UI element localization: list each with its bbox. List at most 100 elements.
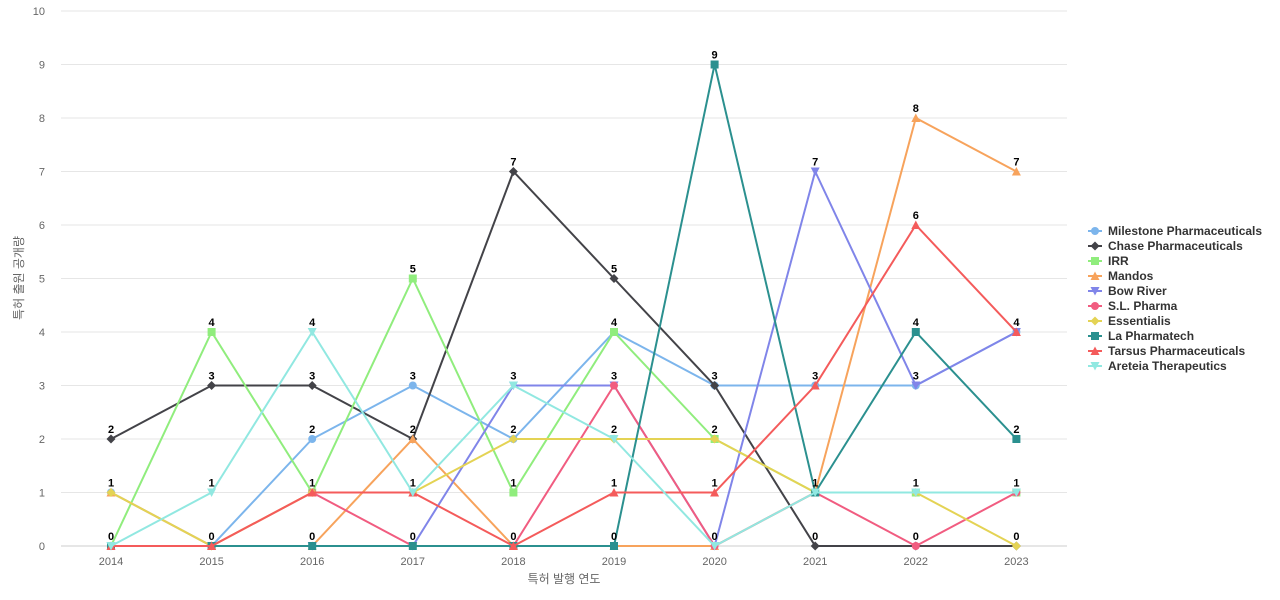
data-point-s-l-pharma[interactable] <box>911 542 920 550</box>
data-point-mandos[interactable] <box>1011 167 1021 176</box>
legend-label: Mandos <box>1108 269 1154 283</box>
series-line-areteia-therapeutics[interactable] <box>110 330 1017 548</box>
data-point-chase-pharmaceuticals[interactable] <box>810 541 820 551</box>
data-point-chase-pharmaceuticals[interactable] <box>207 381 217 390</box>
legend-item-mandos[interactable]: Mandos <box>1088 269 1154 283</box>
data-label: 1 <box>209 478 215 490</box>
data-label: 4 <box>913 317 920 329</box>
data-label: 1 <box>108 478 114 490</box>
legend-marker[interactable] <box>1091 227 1099 235</box>
data-point-mandos[interactable] <box>911 113 921 123</box>
x-tick-label: 2014 <box>99 556 123 568</box>
legend-marker[interactable] <box>1091 332 1099 340</box>
y-tick-label: 0 <box>39 541 45 553</box>
data-point-s-l-pharma[interactable] <box>610 381 618 390</box>
data-label: 3 <box>913 371 919 383</box>
data-point-mandos[interactable] <box>408 434 418 444</box>
y-tick-label: 3 <box>39 381 45 393</box>
legend-item-la-pharmatech[interactable]: La Pharmatech <box>1088 329 1194 343</box>
data-label: 3 <box>712 371 718 383</box>
data-point-tarsus-pharmaceuticals[interactable] <box>1011 327 1021 337</box>
data-point-la-pharmatech[interactable] <box>610 542 618 550</box>
legend-item-essentialis[interactable]: Essentialis <box>1088 314 1171 328</box>
data-point-areteia-therapeutics[interactable] <box>911 488 921 498</box>
data-point-tarsus-pharmaceuticals[interactable] <box>911 220 921 230</box>
legend-marker[interactable] <box>1091 302 1099 310</box>
data-point-la-pharmatech[interactable] <box>1012 435 1021 443</box>
series-line-tarsus-pharmaceuticals[interactable] <box>111 223 1018 548</box>
legend-marker[interactable] <box>1090 271 1100 281</box>
legend-marker[interactable] <box>1090 287 1100 296</box>
data-point-essentialis[interactable] <box>710 434 720 444</box>
legend-label: Chase Pharmaceuticals <box>1108 239 1243 253</box>
data-point-irr[interactable] <box>509 488 518 497</box>
data-point-milestone-pharmaceuticals[interactable] <box>308 435 317 443</box>
legend-item-bow-river[interactable]: Bow River <box>1088 284 1167 298</box>
series-line-la-pharmatech[interactable] <box>111 64 1018 547</box>
data-point-irr[interactable] <box>408 274 417 283</box>
data-point-chase-pharmaceuticals[interactable] <box>609 274 619 283</box>
data-point-irr[interactable] <box>207 328 216 336</box>
data-label: 2 <box>611 424 617 436</box>
data-point-irr[interactable] <box>610 328 618 336</box>
data-point-milestone-pharmaceuticals[interactable] <box>408 381 417 390</box>
data-label: 4 <box>309 317 316 329</box>
data-point-areteia-therapeutics[interactable] <box>408 488 418 498</box>
data-label: 7 <box>510 157 516 169</box>
data-point-la-pharmatech[interactable] <box>911 328 920 336</box>
x-tick-label: 2017 <box>401 556 425 568</box>
data-label: 0 <box>510 531 516 543</box>
data-point-areteia-therapeutics[interactable] <box>207 488 217 498</box>
legend-marker[interactable] <box>1090 316 1100 326</box>
data-point-areteia-therapeutics[interactable] <box>710 542 720 551</box>
y-tick-label: 9 <box>39 60 45 72</box>
data-label: 1 <box>812 478 818 490</box>
legend-marker[interactable] <box>1090 362 1100 371</box>
series-line-s-l-pharma[interactable] <box>111 383 1017 548</box>
data-label: 2 <box>309 424 315 436</box>
legend-item-irr[interactable]: IRR <box>1088 254 1129 268</box>
data-label: 2 <box>108 424 114 436</box>
data-point-tarsus-pharmaceuticals[interactable] <box>609 488 619 497</box>
data-point-la-pharmatech[interactable] <box>308 542 317 550</box>
legend-item-milestone-pharmaceuticals[interactable]: Milestone Pharmaceuticals <box>1088 224 1262 238</box>
series-line-chase-pharmaceuticals[interactable] <box>110 169 1017 547</box>
data-point-tarsus-pharmaceuticals[interactable] <box>810 381 820 390</box>
data-point-areteia-therapeutics[interactable] <box>508 381 518 391</box>
data-label: 1 <box>712 478 718 490</box>
data-point-areteia-therapeutics[interactable] <box>1011 488 1021 498</box>
data-point-areteia-therapeutics[interactable] <box>106 542 116 551</box>
data-point-areteia-therapeutics[interactable] <box>810 488 820 498</box>
legend-marker[interactable] <box>1090 346 1100 356</box>
legend-item-tarsus-pharmaceuticals[interactable]: Tarsus Pharmaceuticals <box>1088 344 1246 358</box>
data-point-essentialis[interactable] <box>106 488 116 497</box>
data-point-la-pharmatech[interactable] <box>408 542 417 550</box>
data-point-areteia-therapeutics[interactable] <box>609 435 619 444</box>
series-line-bow-river[interactable] <box>111 168 1017 549</box>
data-label: 3 <box>812 371 818 383</box>
data-point-chase-pharmaceuticals[interactable] <box>106 434 116 444</box>
data-point-tarsus-pharmaceuticals[interactable] <box>508 541 518 551</box>
data-point-chase-pharmaceuticals[interactable] <box>508 167 518 176</box>
data-label: 7 <box>812 157 818 169</box>
x-tick-label: 2018 <box>501 556 525 568</box>
data-point-la-pharmatech[interactable] <box>710 60 719 69</box>
data-point-bow-river[interactable] <box>810 167 820 177</box>
legend-marker[interactable] <box>1091 257 1099 265</box>
data-point-tarsus-pharmaceuticals[interactable] <box>307 488 317 497</box>
data-point-essentialis[interactable] <box>1011 541 1021 551</box>
data-point-tarsus-pharmaceuticals[interactable] <box>207 541 217 551</box>
data-point-bow-river[interactable] <box>911 381 921 391</box>
x-tick-label: 2022 <box>904 556 928 568</box>
legend-item-chase-pharmaceuticals[interactable]: Chase Pharmaceuticals <box>1088 239 1243 253</box>
data-point-areteia-therapeutics[interactable] <box>307 328 317 337</box>
legend-item-s-l-pharma[interactable]: S.L. Pharma <box>1088 299 1178 313</box>
data-point-chase-pharmaceuticals[interactable] <box>307 381 317 390</box>
x-tick-label: 2021 <box>803 556 827 568</box>
data-point-tarsus-pharmaceuticals[interactable] <box>710 488 720 497</box>
data-point-essentialis[interactable] <box>508 434 518 444</box>
legend-item-areteia-therapeutics[interactable]: Areteia Therapeutics <box>1088 359 1227 373</box>
data-point-chase-pharmaceuticals[interactable] <box>710 381 720 390</box>
legend-marker[interactable] <box>1090 241 1100 251</box>
